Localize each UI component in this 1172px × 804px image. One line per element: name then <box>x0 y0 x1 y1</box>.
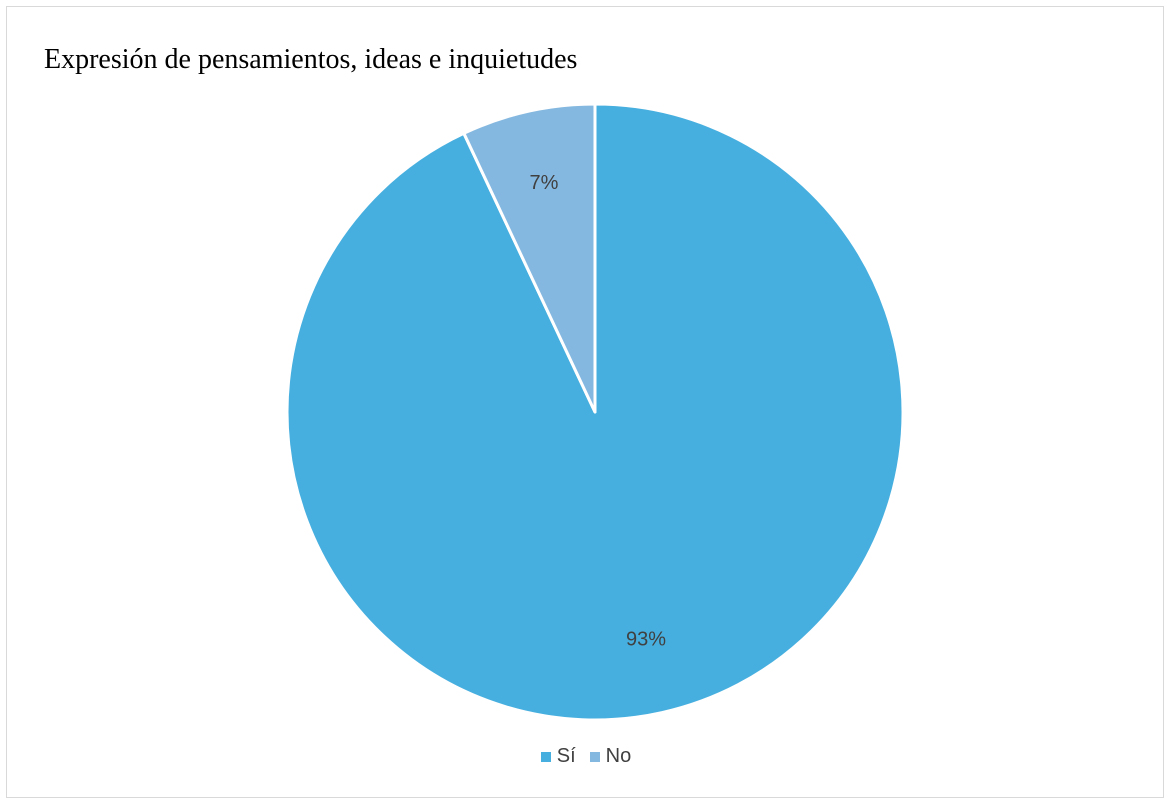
pie-data-labels: 93% 7% <box>529 172 666 651</box>
legend-item-si: Sí <box>540 745 576 768</box>
legend-item-no: No <box>589 745 632 768</box>
data-label-si: 93% <box>626 629 666 651</box>
chart-title: Expresión de pensamientos, ideas e inqui… <box>44 44 578 75</box>
pie-slice-no <box>462 102 597 414</box>
legend-label-si: Sí <box>556 745 576 767</box>
legend-swatch-no <box>589 751 600 762</box>
legend-label-no: No <box>605 745 632 767</box>
data-label-no: 7% <box>529 172 558 194</box>
legend: Sí No <box>0 745 1172 768</box>
pie-slices <box>285 102 905 722</box>
legend-swatch-si <box>540 751 551 762</box>
